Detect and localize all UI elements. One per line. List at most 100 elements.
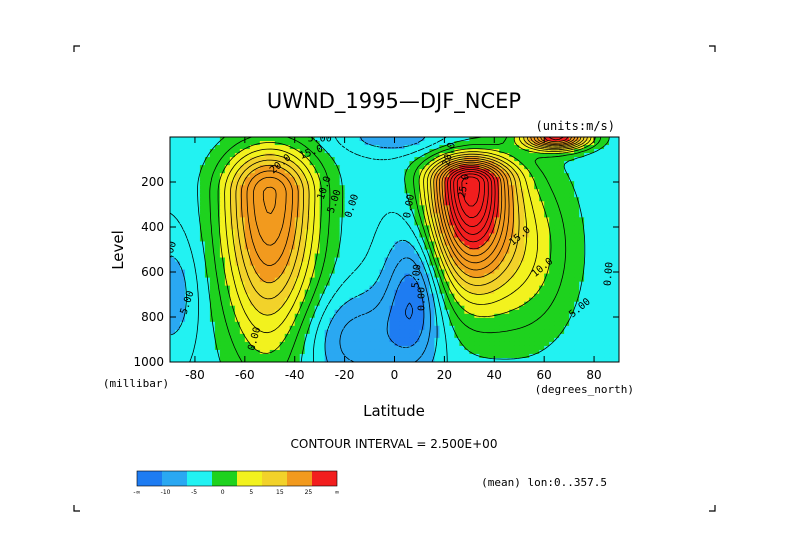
field-cell	[294, 333, 301, 339]
field-cell	[519, 333, 525, 339]
field-cell	[389, 173, 396, 178]
field-cell	[539, 321, 545, 327]
field-cell	[319, 325, 326, 331]
field-cell	[384, 161, 391, 166]
field-cell	[539, 181, 545, 186]
field-cell	[524, 177, 530, 182]
field-cell	[529, 185, 535, 190]
field-cell	[564, 281, 570, 287]
field-cell	[614, 137, 619, 142]
field-cell	[599, 333, 605, 339]
field-cell	[269, 233, 276, 239]
field-cell	[189, 181, 196, 186]
field-cell	[524, 277, 530, 283]
field-cell	[384, 217, 391, 222]
field-cell	[399, 213, 406, 218]
field-cell	[459, 265, 465, 271]
field-cell	[579, 349, 585, 355]
field-cell	[569, 289, 575, 295]
field-cell	[219, 285, 226, 291]
field-cell	[269, 293, 276, 299]
field-cell	[359, 253, 366, 259]
field-cell	[259, 165, 266, 170]
field-cell	[354, 349, 361, 355]
field-cell	[614, 205, 619, 210]
field-cell	[269, 137, 276, 142]
field-cell	[544, 333, 550, 339]
field-cell	[539, 237, 545, 243]
field-cell	[594, 213, 600, 218]
field-cell	[399, 313, 406, 319]
field-cell	[499, 309, 505, 315]
field-cell	[569, 269, 575, 275]
field-cell	[489, 257, 495, 263]
field-cell	[474, 249, 480, 255]
field-cell	[414, 261, 421, 267]
field-cell	[389, 257, 396, 263]
field-cell	[489, 333, 495, 339]
field-cell	[399, 233, 406, 239]
field-cell	[569, 169, 575, 174]
field-cell	[494, 145, 500, 150]
field-cell	[304, 157, 311, 162]
field-cell	[449, 205, 455, 210]
field-cell	[284, 313, 291, 319]
field-cell	[469, 181, 475, 186]
field-cell	[324, 253, 331, 259]
field-cell	[224, 237, 231, 243]
field-cell	[254, 345, 261, 351]
field-cell	[379, 253, 386, 259]
field-cell	[414, 281, 421, 287]
field-cell	[444, 261, 450, 267]
field-cell	[369, 297, 376, 303]
field-cell	[439, 265, 445, 271]
field-cell	[474, 181, 480, 186]
field-cell	[334, 245, 341, 251]
field-cell	[259, 229, 266, 235]
field-cell	[170, 221, 176, 226]
field-cell	[209, 145, 216, 150]
field-cell	[274, 237, 281, 243]
field-cell	[379, 281, 386, 287]
field-cell	[404, 253, 411, 259]
field-cell	[349, 141, 356, 146]
field-cell	[414, 257, 421, 263]
field-cell	[494, 325, 500, 331]
field-cell	[394, 317, 401, 323]
field-cell	[459, 325, 465, 331]
field-cell	[374, 213, 381, 218]
field-cell	[414, 353, 421, 359]
field-cell	[464, 229, 470, 235]
field-cell	[304, 353, 311, 359]
field-cell	[404, 241, 411, 247]
field-cell	[609, 349, 615, 355]
field-cell	[559, 201, 565, 206]
field-cell	[349, 197, 356, 202]
field-cell	[319, 261, 326, 267]
field-cell	[294, 161, 301, 166]
field-cell	[224, 213, 231, 218]
field-cell	[254, 249, 261, 255]
field-cell	[574, 221, 580, 226]
field-cell	[484, 193, 490, 198]
field-cell	[599, 273, 605, 279]
field-cell	[554, 305, 560, 311]
field-cell	[214, 289, 221, 295]
field-cell	[534, 185, 540, 190]
field-cell	[594, 149, 600, 154]
field-cell	[429, 337, 436, 343]
field-cell	[504, 337, 510, 343]
field-cell	[349, 153, 356, 158]
field-cell	[219, 233, 226, 239]
field-cell	[329, 253, 336, 259]
field-cell	[239, 293, 246, 299]
field-cell	[569, 177, 575, 182]
field-cell	[599, 309, 605, 315]
field-cell	[374, 257, 381, 263]
field-cell	[574, 317, 580, 323]
field-cell	[389, 161, 396, 166]
field-cell	[569, 217, 575, 222]
field-cell	[459, 269, 465, 275]
field-cell	[449, 317, 455, 323]
field-cell	[419, 333, 426, 339]
